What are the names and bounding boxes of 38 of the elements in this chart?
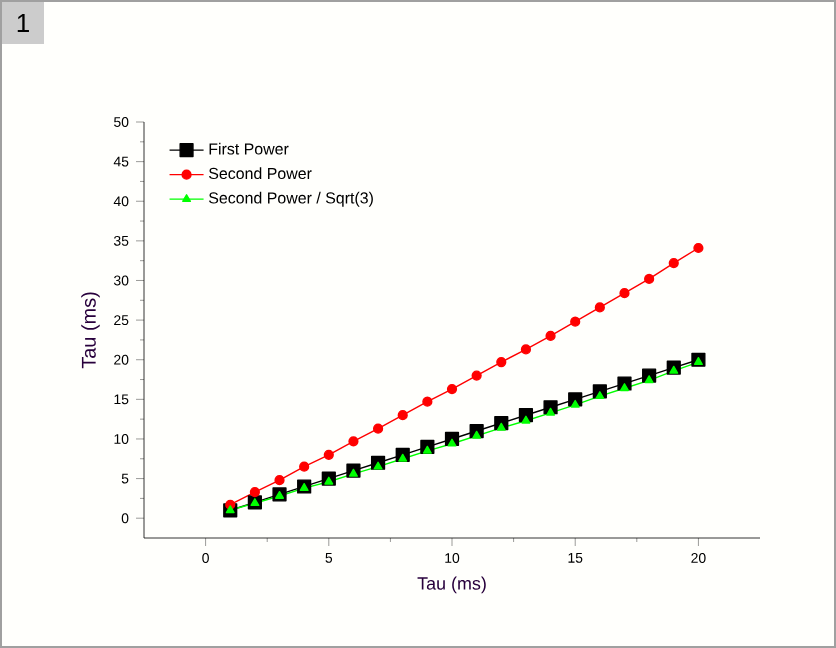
point bbox=[398, 453, 408, 462]
point bbox=[397, 410, 408, 421]
point bbox=[570, 399, 580, 408]
point bbox=[274, 475, 285, 486]
point bbox=[299, 461, 310, 472]
point bbox=[446, 383, 458, 395]
point bbox=[669, 365, 679, 374]
point bbox=[693, 357, 703, 365]
point bbox=[644, 273, 655, 284]
point bbox=[693, 242, 704, 254]
point bbox=[520, 344, 532, 355]
point bbox=[545, 330, 556, 342]
text: 1 bbox=[17, 14, 29, 32]
point bbox=[324, 476, 334, 485]
point bbox=[619, 288, 630, 299]
point bbox=[668, 257, 679, 269]
point bbox=[595, 391, 605, 400]
point bbox=[471, 370, 482, 381]
point bbox=[546, 407, 556, 416]
point bbox=[348, 436, 359, 447]
point bbox=[570, 316, 581, 327]
x-axis-title: Tau (ms) bbox=[417, 576, 486, 594]
point bbox=[472, 430, 482, 439]
point bbox=[348, 468, 358, 477]
point bbox=[644, 375, 654, 384]
point bbox=[619, 383, 629, 392]
point bbox=[496, 422, 506, 431]
point bbox=[372, 423, 384, 434]
y-axis-title: Tau (ms) bbox=[81, 292, 100, 369]
point bbox=[422, 445, 432, 454]
point bbox=[521, 415, 531, 424]
point bbox=[323, 449, 334, 460]
point bbox=[496, 357, 507, 368]
point bbox=[447, 438, 457, 447]
point bbox=[594, 302, 605, 313]
point bbox=[249, 486, 260, 498]
point bbox=[422, 396, 433, 407]
point bbox=[373, 461, 383, 470]
